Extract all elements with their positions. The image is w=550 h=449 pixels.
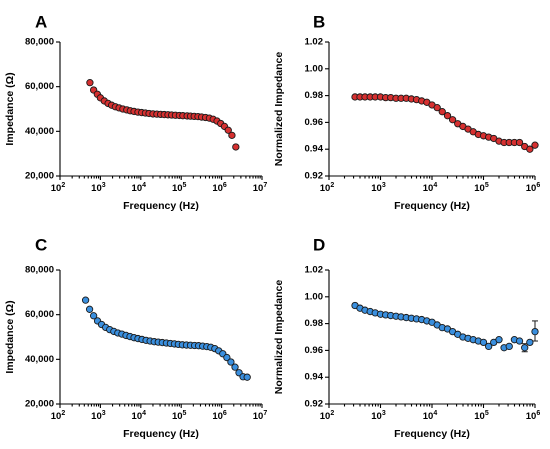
- chart-panel-c: C 20,000 40,000 60,000 80,000 102 103 104 105 106…: [4, 235, 267, 440]
- chart-panel-a: A 20,000 40,000 60,000 80,000 102 103 104 105 106…: [4, 12, 267, 212]
- data-point: [224, 126, 232, 134]
- data-point: [505, 342, 513, 351]
- data-point: [232, 143, 240, 151]
- y-axis-title: Impedance (Ω): [4, 72, 16, 145]
- data-point: [479, 338, 488, 347]
- x-tick-label: 105: [172, 182, 187, 194]
- y-tick-label: 0.92: [305, 171, 324, 182]
- data-point: [531, 141, 539, 149]
- y-tick-label: 20,000: [25, 399, 54, 410]
- y-tick-label: 0.94: [305, 372, 324, 383]
- y-tick-label: 80,000: [25, 265, 54, 276]
- data-point: [433, 104, 441, 112]
- data-point: [521, 344, 529, 352]
- panel-letter: D: [313, 235, 325, 254]
- data-point: [228, 131, 236, 140]
- x-tick-label: 106: [526, 410, 541, 422]
- x-tick-label: 105: [474, 410, 489, 422]
- data-point: [515, 138, 524, 147]
- y-tick-label: 60,000: [25, 81, 54, 92]
- data-point: [526, 145, 534, 153]
- x-tick-label: 107: [253, 182, 268, 194]
- panel-letter: A: [35, 12, 47, 31]
- x-axis-title: Frequency (Hz): [123, 200, 199, 212]
- x-tick-label: 102: [320, 410, 335, 422]
- data-point: [438, 108, 446, 116]
- data-point: [448, 116, 457, 124]
- x-tick-label: 107: [253, 410, 268, 422]
- x-tick-label: 103: [91, 410, 106, 422]
- data-point: [495, 336, 503, 344]
- y-tick-label: 0.94: [305, 144, 324, 155]
- x-tick-label: 105: [172, 410, 187, 422]
- y-tick-label: 1.02: [305, 265, 324, 276]
- data-point: [526, 338, 534, 347]
- x-axis-title: Frequency (Hz): [394, 428, 470, 440]
- chart-panel-b: B 0.92 0.94 0.96 0.98 1.00 1.02 102 103 104 105 106…: [273, 12, 540, 212]
- y-axis-title: Normalized Impedance: [273, 52, 285, 167]
- y-tick-label: 80,000: [25, 37, 54, 48]
- x-tick-label: 103: [91, 182, 106, 194]
- x-tick-label: 104: [423, 182, 438, 194]
- y-tick-label: 1.00: [305, 63, 324, 74]
- y-tick-label: 40,000: [25, 126, 54, 137]
- data-point: [231, 363, 239, 371]
- x-tick-label: 104: [132, 182, 147, 194]
- panel-letter: C: [35, 235, 47, 254]
- x-tick-label: 104: [132, 410, 147, 422]
- x-axis-title: Frequency (Hz): [394, 200, 470, 212]
- data-point: [485, 342, 493, 351]
- data-point: [89, 312, 98, 320]
- chart-panel-d: D 0.92 0.94 0.96 0.98 1.00 1.02 102 103 104 105 106…: [273, 235, 540, 440]
- y-axis-title: Normalized Impedance: [273, 280, 285, 395]
- data-point: [223, 353, 231, 362]
- data-point: [86, 78, 94, 87]
- data-point: [81, 296, 90, 304]
- x-tick-label: 106: [212, 410, 227, 422]
- y-tick-label: 40,000: [25, 354, 54, 365]
- x-tick-label: 102: [51, 410, 66, 422]
- y-tick-label: 1.00: [305, 291, 324, 302]
- y-tick-label: 0.92: [305, 399, 324, 410]
- y-tick-label: 0.96: [305, 117, 324, 128]
- x-tick-label: 102: [51, 182, 66, 194]
- x-tick-label: 103: [371, 410, 386, 422]
- data-point: [243, 373, 251, 381]
- data-point: [85, 305, 94, 313]
- data-point: [515, 337, 524, 345]
- x-tick-label: 106: [212, 182, 227, 194]
- y-tick-label: 0.98: [305, 90, 324, 101]
- y-tick-label: 20,000: [25, 171, 54, 182]
- y-tick-label: 60,000: [25, 309, 54, 320]
- data-point: [443, 112, 452, 120]
- x-tick-label: 106: [526, 182, 541, 194]
- data-point: [531, 327, 539, 336]
- y-tick-label: 0.96: [305, 345, 324, 356]
- y-tick-label: 0.98: [305, 318, 324, 329]
- x-axis-title: Frequency (Hz): [123, 428, 199, 440]
- x-tick-label: 105: [474, 182, 489, 194]
- x-tick-label: 102: [320, 182, 335, 194]
- x-tick-label: 104: [423, 410, 438, 422]
- data-point: [227, 358, 235, 366]
- panel-letter: B: [313, 12, 325, 31]
- y-axis-title: Impedance (Ω): [4, 300, 16, 373]
- x-tick-label: 103: [371, 182, 386, 194]
- y-tick-label: 1.02: [305, 37, 324, 48]
